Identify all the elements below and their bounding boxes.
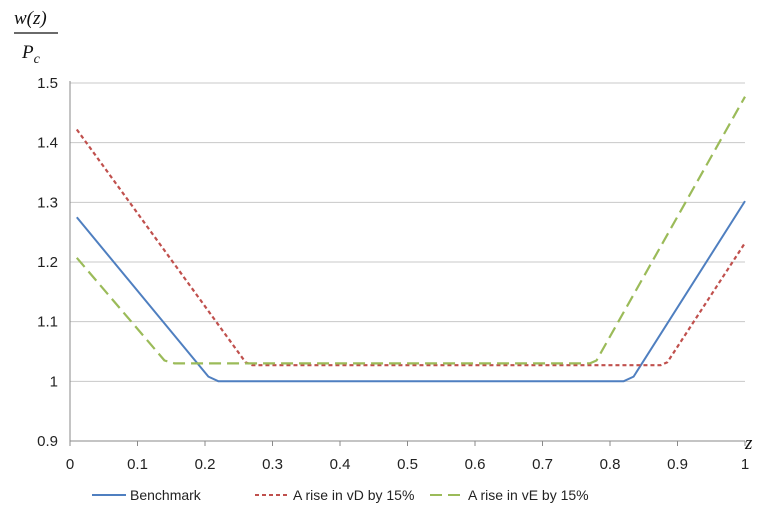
- series-line-2: [75, 128, 746, 367]
- legend: Benchmark A rise in vD by 15% A rise in vE…: [92, 487, 589, 503]
- y-axis-label-numerator: w(z): [14, 8, 47, 29]
- x-axis-ticks: 0 0.1 0.2 0.3 0.4 0.5 0.6 0.7 0.8 0.9 1: [66, 441, 749, 473]
- x-tick-label: 1: [741, 456, 749, 473]
- x-tick-label: 0.7: [532, 456, 553, 473]
- x-tick-label: 0.5: [397, 456, 418, 473]
- x-tick-label: 0.8: [600, 456, 621, 473]
- x-tick-label: 0.3: [262, 456, 283, 473]
- y-axis-label: w(z) Pc: [14, 8, 58, 67]
- y-tick-label: 1: [50, 373, 58, 390]
- y-tick-label: 1.2: [37, 254, 58, 271]
- x-axis-label: z: [744, 433, 753, 454]
- y-axis-label-denominator-sub: c: [34, 52, 41, 67]
- x-tick-label: 0.2: [195, 456, 216, 473]
- legend-label-3: A rise in vE by 15%: [468, 487, 589, 503]
- gridlines: [70, 82, 745, 382]
- svg-text:Pc: Pc: [21, 42, 41, 67]
- legend-label-2: A rise in vD by 15%: [293, 487, 414, 503]
- y-tick-label: 1.4: [37, 135, 58, 152]
- x-tick-label: 0.9: [667, 456, 688, 473]
- y-tick-label: 1.3: [37, 194, 58, 211]
- y-tick-label: 1.1: [37, 314, 58, 331]
- series-lines: [75, 96, 746, 383]
- x-tick-label: 0.1: [127, 456, 148, 473]
- series-line-1: [76, 200, 746, 383]
- series-line-3: [75, 96, 746, 365]
- y-tick-label: 1.5: [37, 75, 58, 92]
- y-tick-label: 0.9: [37, 433, 58, 450]
- y-axis-label-denominator: P: [21, 42, 34, 63]
- x-tick-label: 0.6: [465, 456, 486, 473]
- x-tick-label: 0: [66, 456, 74, 473]
- legend-label-1: Benchmark: [130, 487, 202, 503]
- y-axis-ticks: 0.9 1 1.1 1.2 1.3 1.4 1.5: [37, 75, 58, 450]
- x-tick-label: 0.4: [330, 456, 351, 473]
